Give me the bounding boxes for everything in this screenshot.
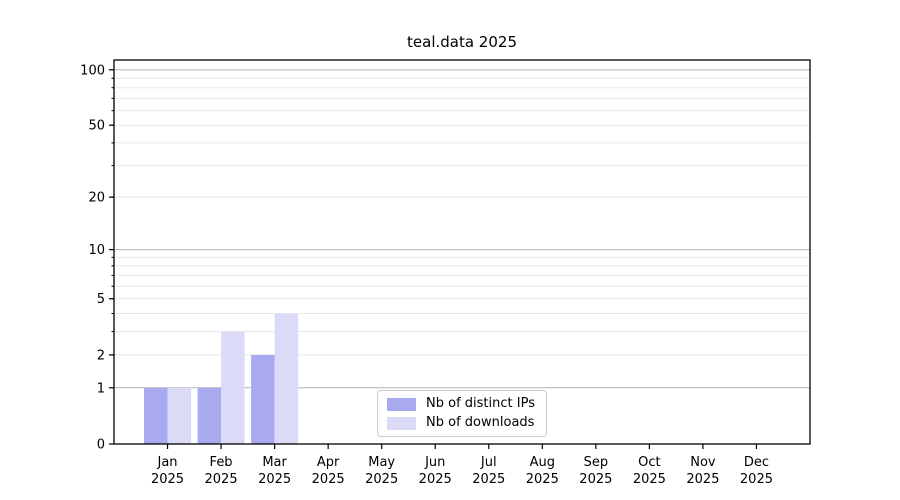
- x-tick-label: Aug 2025: [526, 455, 559, 487]
- x-tick-label: Jan 2025: [151, 455, 184, 487]
- plot-spines: [113, 59, 811, 445]
- legend-item-downloads: Nb of downloads: [387, 416, 535, 430]
- x-tick-label: Oct 2025: [633, 455, 666, 487]
- y-tick-label: 1: [97, 381, 105, 396]
- legend-swatch-downloads: [387, 416, 417, 430]
- y-tick-label: 5: [97, 292, 105, 307]
- y-tick-label: 100: [80, 63, 105, 78]
- x-tick-label: Dec 2025: [740, 455, 773, 487]
- x-tick-label: Nov 2025: [686, 455, 719, 487]
- x-tick-label: Mar 2025: [258, 455, 291, 487]
- x-tick-label: Apr 2025: [312, 455, 345, 487]
- x-tick-label: Jul 2025: [472, 455, 505, 487]
- x-tick-label: Jun 2025: [419, 455, 452, 487]
- legend-label-downloads: Nb of downloads: [426, 415, 535, 430]
- y-tick-label: 2: [97, 348, 105, 363]
- legend-item-distinct-ips: Nb of distinct IPs: [387, 397, 535, 411]
- y-tick-label: 0: [97, 438, 105, 453]
- legend-label-distinct-ips: Nb of distinct IPs: [426, 396, 535, 411]
- x-tick-label: Feb 2025: [205, 455, 238, 487]
- bar-downloads: [274, 313, 299, 444]
- y-tick-label: 20: [88, 191, 105, 206]
- bar-distinct-ips: [144, 387, 168, 444]
- y-tick-label: 10: [88, 243, 105, 258]
- y-tick-label: 50: [88, 119, 105, 134]
- bar-distinct-ips: [197, 387, 222, 444]
- chart-title: teal.data 2025: [407, 33, 517, 51]
- legend: Nb of distinct IPs Nb of downloads: [377, 390, 547, 437]
- bar-downloads: [221, 331, 245, 444]
- bar-downloads: [167, 387, 192, 444]
- x-tick-label: May 2025: [365, 455, 398, 487]
- x-tick-label: Sep 2025: [579, 455, 612, 487]
- legend-swatch-distinct-ips: [387, 397, 417, 411]
- bar-distinct-ips: [251, 354, 275, 444]
